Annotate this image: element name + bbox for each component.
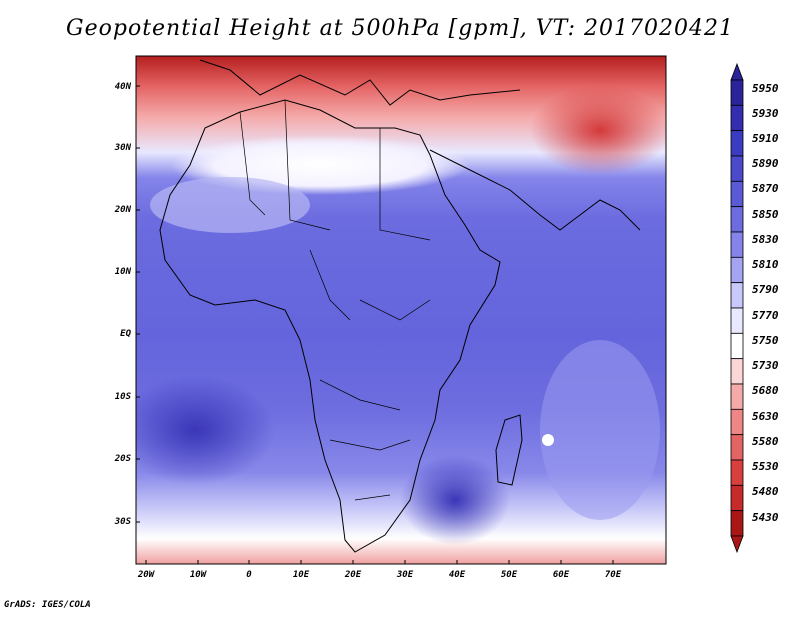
lat-label: 10N bbox=[115, 267, 132, 277]
colorbar-label: 5950 bbox=[752, 82, 779, 95]
arabia-coastline bbox=[429, 149, 641, 231]
latitude-labels: 40N 30N 20N 10N EQ 10S 20S 30S bbox=[114, 82, 132, 527]
lat-label: 10S bbox=[115, 392, 132, 402]
red-mideast-core bbox=[530, 85, 666, 175]
colorbar-cell bbox=[730, 282, 744, 309]
lon-label: 10W bbox=[190, 570, 208, 580]
lon-label: 40E bbox=[449, 570, 466, 580]
colorbar-label: 5530 bbox=[752, 460, 779, 473]
colorbar-cell bbox=[730, 155, 744, 182]
dark-blue-south-africa bbox=[400, 455, 510, 545]
colorbar-label: 5480 bbox=[752, 485, 779, 498]
light-indian-ocean bbox=[540, 340, 660, 520]
lon-label: 10E bbox=[293, 570, 310, 580]
colorbar-label: 5910 bbox=[752, 132, 779, 145]
colorbar-cell bbox=[730, 79, 744, 106]
lat-label: EQ bbox=[120, 329, 131, 339]
lat-label: 20N bbox=[114, 205, 132, 215]
latitude-ticks bbox=[136, 85, 140, 523]
colorbar-cell bbox=[730, 408, 744, 436]
lat-label: 40N bbox=[115, 82, 132, 92]
madagascar-coastline bbox=[495, 414, 523, 486]
colorbar-label: 5680 bbox=[752, 384, 779, 397]
lon-label: 50E bbox=[501, 570, 518, 580]
africa-coastline bbox=[159, 99, 501, 553]
dark-blue-atlantic bbox=[136, 375, 275, 485]
colorbar-label: 5830 bbox=[752, 233, 779, 246]
longitude-labels: 20W 10W 0 10E 20E 30E 40E 50E 60E 70E bbox=[137, 570, 622, 580]
light-sahara-zone bbox=[150, 177, 310, 233]
colorbar-cell bbox=[730, 206, 744, 233]
lat-label: 30S bbox=[114, 517, 132, 527]
colorbar-cell bbox=[730, 256, 744, 284]
border-lines bbox=[239, 99, 431, 501]
grads-credit: GrADS: IGES/COLA bbox=[4, 600, 91, 610]
colorbar-label: 5930 bbox=[752, 107, 779, 120]
colorbar-label: 5730 bbox=[752, 359, 779, 372]
colorbar-cell bbox=[730, 307, 744, 334]
lon-label: 20E bbox=[344, 570, 362, 580]
high-spot-marker bbox=[542, 434, 554, 446]
colorbar-cell bbox=[730, 130, 744, 157]
lon-label: 0 bbox=[246, 570, 252, 580]
map-frame bbox=[135, 55, 667, 565]
lon-label: 20W bbox=[137, 570, 156, 580]
colorbar-cell bbox=[730, 510, 744, 537]
lat-label: 30N bbox=[114, 143, 132, 153]
colorbar-cell bbox=[730, 231, 744, 258]
map-plot-area bbox=[136, 56, 666, 564]
colorbar-cell bbox=[730, 459, 744, 486]
coastlines bbox=[159, 59, 641, 553]
colorbar-cell bbox=[730, 332, 744, 360]
colorbar: 5950 5930 5910 5890 5870 5850 5830 5810 … bbox=[730, 62, 779, 554]
colorbar-cell bbox=[730, 358, 744, 385]
colorbar-label: 5750 bbox=[752, 334, 779, 347]
colorbar-label: 5790 bbox=[752, 283, 779, 296]
colorbar-label: 5430 bbox=[752, 511, 779, 524]
lon-label: 70E bbox=[605, 570, 622, 580]
europe-coastline bbox=[199, 59, 521, 106]
lon-label: 60E bbox=[553, 570, 570, 580]
longitude-ticks bbox=[145, 560, 614, 564]
lon-label: 30E bbox=[396, 570, 414, 580]
colorbar-label: 5580 bbox=[752, 435, 779, 448]
colorbar-cell bbox=[730, 383, 744, 410]
colorbar-cell bbox=[730, 104, 744, 132]
colorbar-label: 5630 bbox=[752, 410, 779, 423]
colorbar-cell bbox=[730, 180, 744, 208]
lat-label: 20S bbox=[114, 454, 132, 464]
colorbar-cell bbox=[730, 434, 744, 461]
colorbar-label: 5890 bbox=[752, 157, 779, 170]
colorbar-label: 5870 bbox=[752, 182, 779, 195]
colorbar-top-arrow bbox=[730, 62, 744, 81]
colorbar-label: 5850 bbox=[752, 208, 779, 221]
colorbar-bottom-arrow bbox=[730, 535, 744, 554]
colorbar-label: 5810 bbox=[752, 258, 779, 271]
colorbar-label: 5770 bbox=[752, 309, 779, 322]
colorbar-labels: 5950 5930 5910 5890 5870 5850 5830 5810 … bbox=[752, 82, 779, 524]
map-title: Geopotential Height at 500hPa [gpm], VT:… bbox=[66, 16, 734, 41]
colorbar-cell bbox=[730, 484, 744, 512]
borders bbox=[239, 99, 431, 501]
